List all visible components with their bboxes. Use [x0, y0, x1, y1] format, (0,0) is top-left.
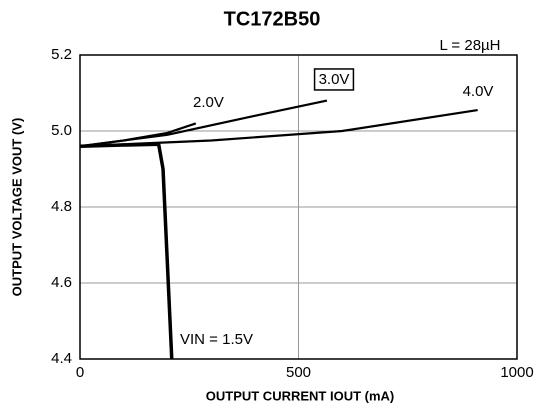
- y-tick-label: 4.6: [51, 274, 72, 291]
- y-tick-label: 4.4: [51, 350, 72, 367]
- series-line: [79, 109, 478, 148]
- y-tick-label: 5.0: [51, 122, 72, 139]
- annotation: L = 28µH: [439, 37, 500, 54]
- x-axis-label: OUTPUT CURRENT IOUT (mA): [206, 388, 395, 403]
- x-tick-label: 1000: [500, 364, 533, 381]
- series-line: [79, 142, 174, 360]
- chart-title: TC172B50: [224, 8, 321, 30]
- y-axis-label: OUTPUT VOLTAGE VOUT (V): [9, 118, 24, 297]
- x-tick-label: 0: [76, 364, 84, 381]
- plot-frame: [79, 54, 518, 360]
- series-label: 2.0V: [193, 94, 224, 111]
- label-box: [313, 68, 355, 91]
- series-line: [79, 99, 328, 148]
- y-tick-label: 5.2: [51, 46, 72, 63]
- x-tick-label: 500: [286, 364, 311, 381]
- y-tick-label: 4.8: [51, 198, 72, 215]
- series-label: 3.0V: [319, 71, 350, 88]
- series-label: 4.0V: [463, 83, 494, 100]
- series-label: VIN = 1.5V: [180, 331, 253, 348]
